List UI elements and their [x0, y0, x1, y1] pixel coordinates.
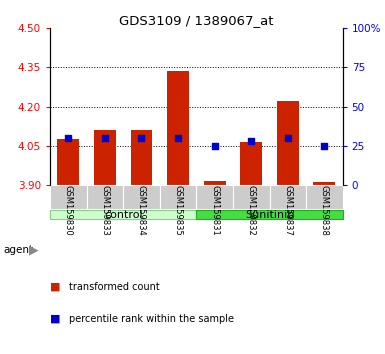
- Point: [65, 135, 72, 141]
- Bar: [270, 185, 306, 209]
- Text: GSM159838: GSM159838: [320, 185, 329, 236]
- Bar: [50, 210, 196, 219]
- Bar: [313, 182, 335, 185]
- Title: GDS3109 / 1389067_at: GDS3109 / 1389067_at: [119, 14, 274, 27]
- Bar: [204, 181, 226, 185]
- Bar: [131, 130, 152, 185]
- Bar: [196, 210, 343, 219]
- Bar: [240, 142, 262, 185]
- Text: GSM159837: GSM159837: [283, 185, 292, 236]
- Bar: [123, 185, 160, 209]
- Bar: [160, 185, 196, 209]
- Text: GSM159835: GSM159835: [174, 185, 182, 236]
- Point: [248, 138, 254, 144]
- Point: [102, 135, 108, 141]
- Text: ■: ■: [50, 282, 60, 292]
- Point: [212, 143, 218, 148]
- Text: GSM159834: GSM159834: [137, 185, 146, 236]
- Bar: [167, 72, 189, 185]
- Point: [139, 135, 145, 141]
- Point: [175, 135, 181, 141]
- Text: GSM159830: GSM159830: [64, 185, 73, 236]
- Text: ■: ■: [50, 314, 60, 324]
- Point: [285, 135, 291, 141]
- Point: [321, 143, 327, 148]
- Bar: [233, 185, 270, 209]
- Bar: [196, 185, 233, 209]
- Text: ▶: ▶: [29, 244, 38, 257]
- Bar: [57, 139, 79, 185]
- Bar: [87, 185, 123, 209]
- Bar: [94, 130, 116, 185]
- Text: Sunitinib: Sunitinib: [245, 210, 294, 219]
- Text: GSM159831: GSM159831: [210, 185, 219, 236]
- Text: GSM159833: GSM159833: [100, 185, 109, 236]
- Text: control: control: [104, 210, 142, 219]
- Bar: [306, 185, 343, 209]
- Bar: [277, 101, 299, 185]
- Text: agent: agent: [4, 245, 34, 255]
- Bar: [50, 185, 87, 209]
- Text: percentile rank within the sample: percentile rank within the sample: [69, 314, 234, 324]
- Text: GSM159832: GSM159832: [247, 185, 256, 236]
- Text: transformed count: transformed count: [69, 282, 160, 292]
